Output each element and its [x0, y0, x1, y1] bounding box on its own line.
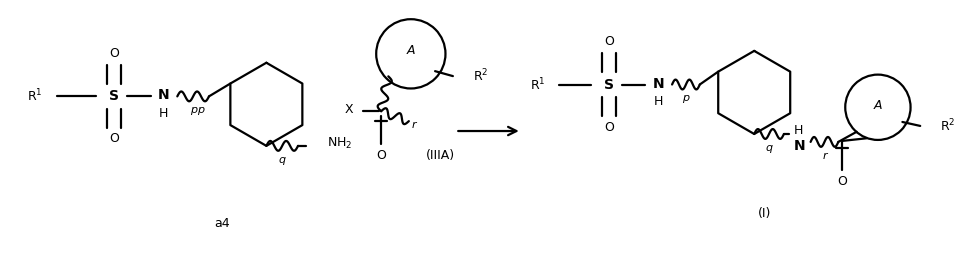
Text: N: N: [158, 88, 170, 102]
Text: p: p: [682, 93, 690, 103]
Text: $\mathregular{NH_2}$: $\mathregular{NH_2}$: [326, 136, 352, 151]
Text: q: q: [765, 143, 772, 153]
Text: S: S: [604, 77, 613, 92]
Text: r: r: [412, 120, 416, 130]
Text: H: H: [159, 107, 169, 120]
Text: (IIIA): (IIIA): [426, 149, 455, 162]
Text: S: S: [109, 89, 119, 103]
Text: O: O: [837, 175, 848, 188]
Text: X: X: [344, 103, 353, 116]
Text: a4: a4: [214, 217, 229, 230]
Text: O: O: [109, 47, 119, 60]
Text: N: N: [653, 77, 664, 90]
Text: $\mathregular{R^2}$: $\mathregular{R^2}$: [940, 118, 956, 134]
Text: A: A: [873, 99, 882, 112]
Text: p: p: [189, 105, 197, 115]
Text: H: H: [654, 95, 662, 108]
Text: O: O: [109, 132, 119, 146]
Text: $\mathregular{R^1}$: $\mathregular{R^1}$: [27, 88, 42, 105]
Text: O: O: [604, 120, 613, 134]
Text: O: O: [376, 149, 386, 162]
Text: (I): (I): [758, 207, 771, 220]
Text: A: A: [407, 44, 416, 57]
Text: O: O: [604, 35, 613, 48]
Text: $\mathregular{R^2}$: $\mathregular{R^2}$: [472, 68, 488, 84]
Text: q: q: [278, 155, 286, 165]
Text: H: H: [794, 123, 804, 136]
Text: p: p: [198, 105, 205, 115]
Text: r: r: [822, 151, 827, 161]
Text: N: N: [794, 139, 806, 153]
Text: $\mathregular{R^1}$: $\mathregular{R^1}$: [530, 76, 545, 93]
